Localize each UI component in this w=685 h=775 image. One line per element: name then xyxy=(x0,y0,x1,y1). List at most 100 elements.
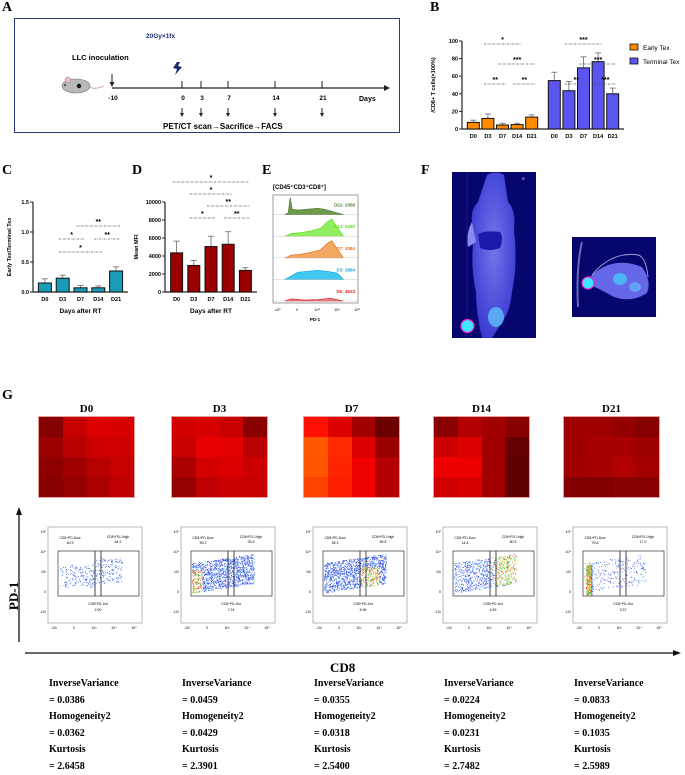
event-dot xyxy=(501,580,502,581)
event-dot xyxy=(345,569,346,570)
event-dot xyxy=(203,587,204,588)
event-dot xyxy=(338,574,339,575)
event-dot xyxy=(251,576,252,577)
event-dot xyxy=(216,587,217,588)
event-dot xyxy=(232,561,233,562)
event-dot xyxy=(505,583,506,584)
event-dot xyxy=(224,568,225,569)
event-dot xyxy=(244,583,245,584)
event-dot xyxy=(374,585,375,586)
event-dot xyxy=(371,563,372,564)
heatmap-cell xyxy=(635,437,659,457)
event-dot xyxy=(221,583,222,584)
heatmap-cell xyxy=(458,457,482,477)
event-dot xyxy=(221,574,222,575)
event-dot xyxy=(591,574,592,575)
x-tick-label: 10³ xyxy=(356,626,362,630)
event-dot xyxy=(368,580,369,581)
event-dot xyxy=(344,571,345,572)
heatmap-cell xyxy=(434,477,458,497)
event-dot xyxy=(351,579,352,580)
event-dot xyxy=(495,560,496,561)
event-dot xyxy=(104,559,105,560)
event-dot xyxy=(375,577,376,578)
event-dot xyxy=(343,586,344,587)
event-dot xyxy=(482,560,483,561)
event-dot xyxy=(198,574,199,575)
event-dot xyxy=(355,572,356,573)
heatmap-cell xyxy=(110,437,134,457)
event-dot xyxy=(465,576,466,577)
event-dot xyxy=(199,590,200,591)
bar xyxy=(188,265,200,292)
heatmap-title: D0 xyxy=(39,403,134,415)
event-dot xyxy=(237,561,238,562)
event-dot xyxy=(605,571,606,572)
event-dot xyxy=(502,585,503,586)
event-dot xyxy=(213,582,214,583)
event-dot xyxy=(362,579,363,580)
event-dot xyxy=(341,583,342,584)
event-dot xyxy=(249,566,250,567)
event-dot xyxy=(346,570,347,571)
event-dot xyxy=(507,583,508,584)
event-dot xyxy=(218,580,219,581)
event-dot xyxy=(456,576,457,577)
event-dot xyxy=(253,574,254,575)
bar xyxy=(578,68,590,129)
event-dot xyxy=(243,567,244,568)
event-dot xyxy=(97,564,98,565)
down-arrow-head xyxy=(199,113,203,117)
event-dot xyxy=(93,583,94,584)
event-dot xyxy=(207,565,208,566)
event-dot xyxy=(236,566,237,567)
event-dot xyxy=(470,570,471,571)
event-dot xyxy=(240,557,241,558)
event-dot xyxy=(503,565,504,566)
event-dot xyxy=(207,574,208,575)
event-dot xyxy=(508,557,509,558)
event-dot xyxy=(492,575,493,576)
heatmap-cell xyxy=(564,457,588,477)
event-dot xyxy=(244,585,245,586)
event-dot xyxy=(236,580,237,581)
event-dot xyxy=(112,565,113,566)
event-dot xyxy=(197,586,198,587)
event-dot xyxy=(205,570,206,571)
event-dot xyxy=(63,567,64,568)
event-dot xyxy=(469,563,470,564)
event-dot xyxy=(251,568,252,569)
event-dot xyxy=(67,573,68,574)
event-dot xyxy=(505,577,506,578)
event-dot xyxy=(592,568,593,569)
event-dot xyxy=(326,585,327,586)
heatmap-cell xyxy=(39,417,63,437)
event-dot xyxy=(353,578,354,579)
event-dot xyxy=(242,564,243,565)
event-dot xyxy=(462,567,463,568)
x-tick-label: 0 xyxy=(598,626,600,630)
event-dot xyxy=(341,578,342,579)
event-dot xyxy=(381,557,382,558)
event-dot xyxy=(367,568,368,569)
y-tick-label: -10³ xyxy=(40,610,47,614)
event-dot xyxy=(217,579,218,580)
event-dot xyxy=(383,580,384,581)
event-dot xyxy=(351,588,352,589)
event-dot xyxy=(243,569,244,570)
event-dot xyxy=(219,568,220,569)
event-dot xyxy=(90,585,91,586)
event-dot xyxy=(461,584,462,585)
event-dot xyxy=(623,564,624,565)
event-dot xyxy=(247,578,248,579)
event-dot xyxy=(386,554,387,555)
event-dot xyxy=(359,572,360,573)
event-dot xyxy=(195,582,196,583)
event-dot xyxy=(588,593,589,594)
bar xyxy=(239,270,251,292)
event-dot xyxy=(240,583,241,584)
event-dot xyxy=(238,584,239,585)
event-dot xyxy=(516,556,517,557)
y-tick-label: 1.0 xyxy=(21,230,29,236)
heatmap-cell xyxy=(304,437,328,457)
